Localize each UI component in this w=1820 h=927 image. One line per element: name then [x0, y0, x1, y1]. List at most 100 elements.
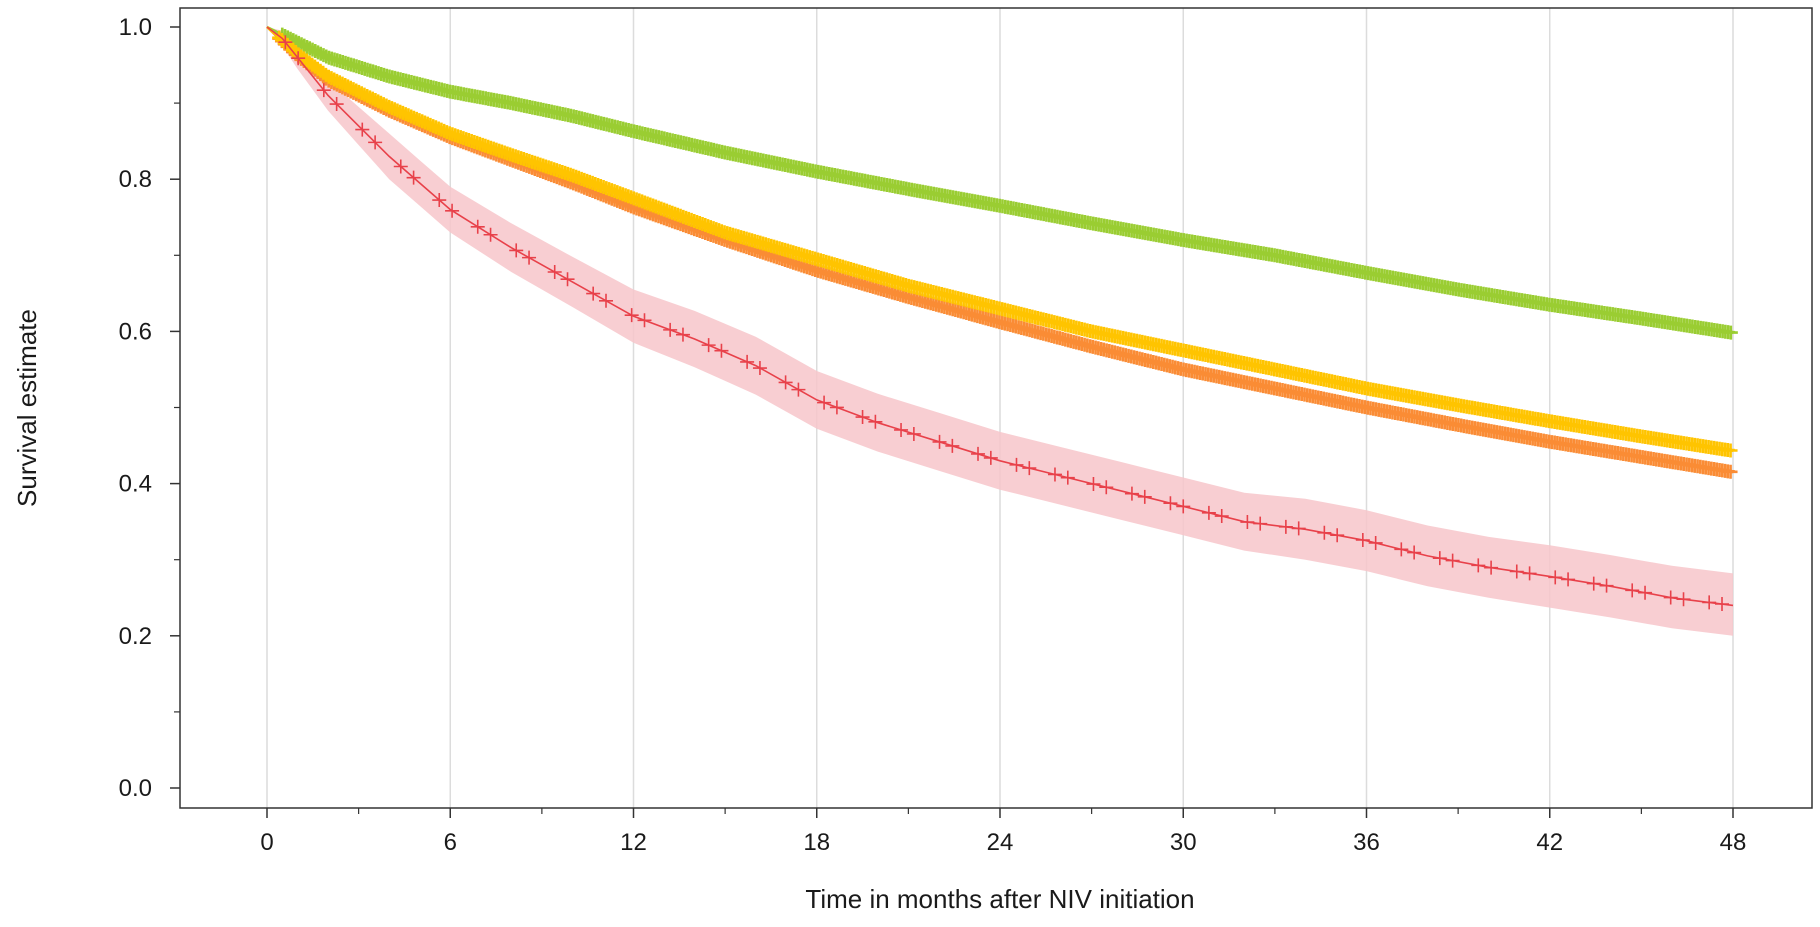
axis-layer: 0 6 12 18 24 30 36 42 48 0.0 0.2 0.4 0.6 0.8 1.0	[119, 14, 1747, 856]
x-tick-label: 48	[1720, 829, 1747, 856]
censor-mark	[1432, 551, 1447, 566]
censor-mark	[637, 313, 652, 328]
censor-mark	[509, 243, 524, 258]
censor-mark	[1214, 509, 1229, 524]
censor-mark	[368, 135, 383, 150]
censor-mark	[778, 375, 793, 390]
censor-mark	[1723, 325, 1738, 340]
censor-mark	[522, 250, 537, 265]
series-line	[266, 26, 1734, 607]
censor-mark	[1253, 516, 1268, 531]
censor-mark	[1086, 477, 1101, 492]
censor-mark	[971, 446, 986, 461]
censor-mark	[355, 122, 370, 137]
censor-mark	[663, 322, 678, 337]
censor-mark	[675, 327, 690, 342]
censor-mark	[316, 83, 331, 98]
censor-mark	[701, 338, 716, 353]
censor-mark	[817, 395, 832, 410]
censor-mark	[329, 97, 344, 112]
censor-mark	[1663, 590, 1678, 605]
censor-mark	[1599, 578, 1614, 593]
censor-mark	[1676, 592, 1691, 607]
y-axis-title: Survival estimate	[12, 309, 42, 507]
y-tick-label: 1.0	[119, 14, 152, 41]
censor-mark	[1548, 570, 1563, 585]
censor-mark	[1009, 457, 1024, 472]
y-tick-label: 0.0	[119, 775, 152, 802]
x-tick-label: 12	[620, 829, 647, 856]
y-tick-label: 0.4	[119, 471, 152, 498]
censor-mark	[1137, 489, 1152, 504]
series-3	[266, 26, 1734, 611]
x-axis-title: Time in months after NIV initiation	[805, 884, 1194, 914]
censor-mark	[1407, 545, 1422, 560]
y-tick-label: 0.2	[119, 623, 152, 650]
censor-mark	[1368, 535, 1383, 550]
y-tick-label: 0.8	[119, 166, 152, 193]
series-0	[266, 25, 1738, 340]
censor-mark	[1715, 596, 1730, 611]
censor-mark	[1471, 558, 1486, 573]
censor-mark	[1723, 443, 1738, 458]
censor-mark	[1240, 515, 1255, 530]
censor-mark	[1638, 585, 1653, 600]
censor-mark	[1278, 519, 1293, 534]
censor-mark	[740, 354, 755, 369]
censor-mark	[599, 293, 614, 308]
x-tick-label: 30	[1170, 829, 1197, 856]
confidence-band-layer	[267, 27, 1733, 636]
censor-mark	[1291, 521, 1306, 536]
censor-mark	[291, 51, 306, 66]
censor-mark	[278, 35, 293, 50]
censor-mark	[868, 414, 883, 429]
censor-mark	[445, 203, 460, 218]
confidence-band-series-3	[267, 27, 1733, 636]
x-tick-label: 18	[803, 829, 830, 856]
censor-mark	[1625, 583, 1640, 598]
censor-mark	[1317, 525, 1332, 540]
censor-mark	[1176, 499, 1191, 514]
x-tick-label: 42	[1536, 829, 1563, 856]
censor-mark	[1330, 528, 1345, 543]
censor-mark	[483, 227, 498, 242]
censor-mark	[470, 219, 485, 234]
censor-mark	[1522, 566, 1537, 581]
censor-mark	[1586, 576, 1601, 591]
censor-mark	[894, 422, 909, 437]
x-tick-label: 36	[1353, 829, 1380, 856]
censor-mark	[906, 426, 921, 441]
x-tick-label: 24	[987, 829, 1014, 856]
censor-mark	[945, 438, 960, 453]
censor-mark	[714, 343, 729, 358]
x-tick-label: 6	[444, 829, 457, 856]
censor-mark	[932, 434, 947, 449]
censor-mark	[1060, 470, 1075, 485]
censor-mark	[393, 159, 408, 174]
censor-mark	[752, 361, 767, 376]
censor-mark	[855, 410, 870, 425]
censor-mark	[560, 272, 575, 287]
censor-mark	[1394, 542, 1409, 557]
x-tick-label: 0	[260, 829, 273, 856]
censor-mark	[1099, 480, 1114, 495]
censor-mark	[1702, 595, 1717, 610]
censor-mark	[1484, 560, 1499, 575]
censor-mark	[1723, 464, 1738, 479]
censor-mark	[791, 382, 806, 397]
censor-mark	[1561, 572, 1576, 587]
series-layer	[266, 25, 1738, 611]
censor-mark	[1124, 486, 1139, 501]
y-tick-label: 0.6	[119, 318, 152, 345]
censor-mark	[1355, 532, 1370, 547]
censor-mark	[586, 286, 601, 301]
censor-mark	[1509, 564, 1524, 579]
censor-mark	[1163, 496, 1178, 511]
censor-mark	[547, 265, 562, 280]
censor-mark	[829, 400, 844, 415]
censor-mark	[983, 450, 998, 465]
censor-mark	[406, 170, 421, 185]
censor-mark	[1022, 461, 1037, 476]
